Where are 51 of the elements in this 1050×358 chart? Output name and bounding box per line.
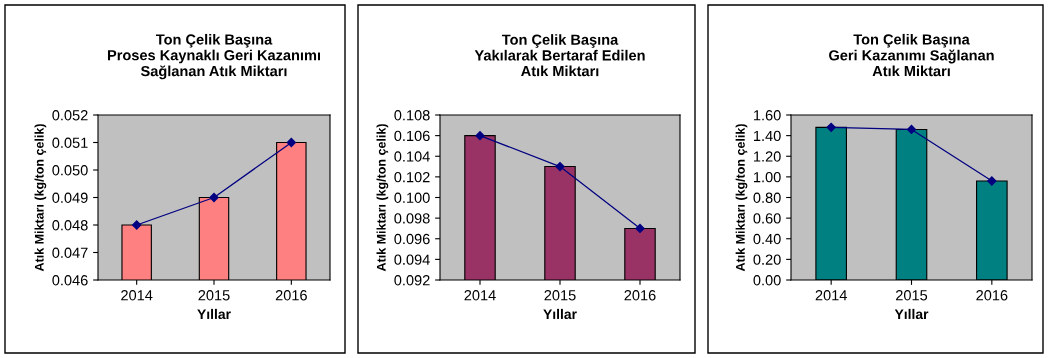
x-axis-title: Yıllar	[197, 308, 231, 320]
y-tick-label: 0.046	[52, 275, 88, 286]
x-tick-label: 2016	[275, 290, 307, 301]
y-tick-label: 0.048	[52, 220, 88, 231]
y-tick-label: 0.052	[52, 110, 88, 121]
y-tick-label: 0.049	[52, 192, 88, 203]
y-tick-label: 1.60	[754, 110, 781, 121]
point	[475, 131, 485, 141]
y-axis-title: Atık Miktarı (kg/ton çelik)	[735, 124, 748, 272]
x-tick-label: 2016	[624, 290, 656, 301]
point	[826, 122, 836, 132]
y-tick-label: 0.108	[394, 110, 430, 121]
y-tick-label: 0.050	[52, 165, 88, 176]
y-tick-label: 0.20	[753, 254, 781, 265]
y-axis-title: Atık Miktarı (kg/ton çelik)	[34, 124, 47, 272]
y-tick-label: 0.047	[52, 247, 88, 258]
y-tick-label: 0.094	[394, 254, 430, 265]
point	[987, 176, 997, 186]
y-tick-label: 1.00	[754, 171, 781, 183]
point	[132, 220, 142, 230]
y-tick-label: 0.80	[753, 192, 781, 203]
x-tick-label: 2015	[198, 290, 230, 301]
y-tick-label: 0.00	[753, 275, 781, 286]
x-axis-title: Yıllar	[543, 308, 577, 320]
x-tick-label: 2015	[544, 290, 576, 301]
chart-title: Ton Çelik Başına Yakılarak Bertaraf Edilen Atık Miktarı	[474, 34, 645, 77]
x-tick-label: 2014	[815, 290, 847, 301]
y-tick-label: 0.098	[394, 213, 430, 224]
y-tick-label: 0.100	[394, 192, 430, 203]
x-tick-label: 2014	[464, 290, 496, 301]
y-axis-title: Atık Miktarı (kg/ton çelik)	[376, 124, 389, 272]
y-tick-label: 0.051	[52, 137, 88, 148]
y-tick-label: 1.40	[754, 130, 781, 142]
y-tick-label: 0.102	[394, 171, 430, 183]
y-tick-label: 0.096	[394, 233, 430, 245]
point	[635, 223, 645, 234]
y-tick-label: 0.106	[394, 130, 430, 142]
chart-title: Ton Çelik Başına Geri Kazanımı Sağlanan Atık Miktarı	[829, 33, 994, 77]
x-tick-label: 2015	[896, 290, 928, 301]
y-tick-label: 0.092	[394, 275, 430, 286]
point	[555, 161, 565, 172]
x-axis-title: Yıllar	[894, 308, 929, 320]
y-tick-label: 0.104	[394, 151, 430, 162]
x-tick-label: 2016	[976, 290, 1008, 301]
point	[286, 137, 296, 148]
y-tick-label: 0.60	[753, 213, 781, 224]
x-tick-label: 2014	[121, 290, 153, 301]
chart-title: Ton Çelik Başına Proses Kaynaklı Geri Kazanımı Sağlanan Atık Miktarı	[107, 33, 320, 80]
y-tick-label: 1.20	[754, 151, 781, 162]
y-tick-label: 0.40	[753, 233, 781, 245]
point	[209, 192, 219, 203]
